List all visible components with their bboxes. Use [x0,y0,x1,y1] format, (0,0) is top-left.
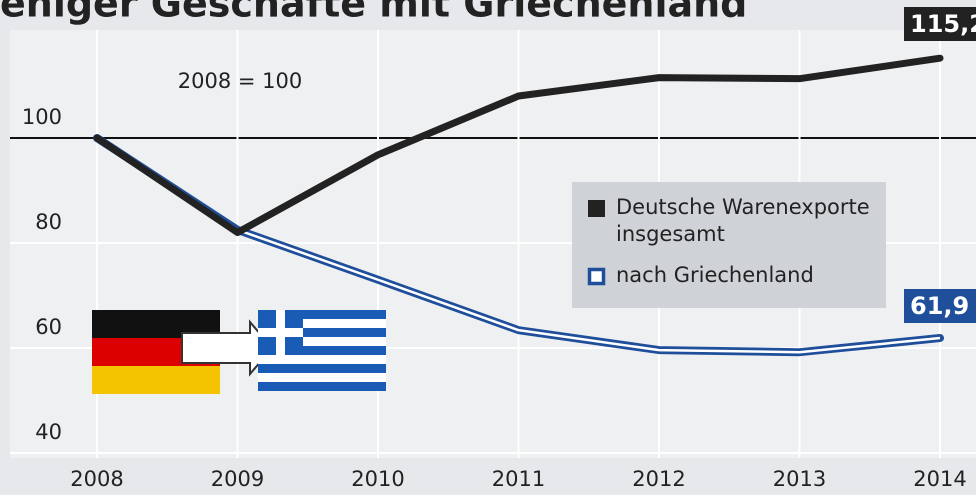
flag-gr-stripe [258,328,386,337]
flag-gr-stripe [258,319,386,328]
flag-gr-cross-v [276,310,285,355]
y-tick-label: 100 [22,105,62,129]
value-label: 115,2 [910,10,976,38]
value-label-box [904,289,976,323]
flag-gr-stripe [258,373,386,382]
chart-title: eniger Geschäfte mit Griechenland [0,0,747,26]
flag-gr-stripe [258,346,386,355]
flag-gr [258,310,386,391]
flag-gr-stripe [258,382,386,391]
flags [92,310,386,394]
x-tick-label: 2014 [913,467,966,491]
legend-label: Deutsche Warenexporte insgesamt [616,195,870,246]
flag-de-gold [92,366,220,394]
legend-box [572,182,886,308]
value-label: 61,9 [910,292,969,320]
x-tick-label: 2012 [632,467,685,491]
x-tick-label: 2010 [351,467,404,491]
x-tick-label: 2008 [70,467,123,491]
series-line [93,54,944,236]
x-tick-label: 2011 [492,467,545,491]
flag-gr-stripe [258,337,386,346]
legend-swatch [588,200,605,217]
value-label-box [904,7,976,41]
flag-gr-stripe [258,355,386,364]
y-tick-label: 60 [35,315,62,339]
legend-label: nach Griechenland [616,263,814,287]
x-tick-label: 2009 [211,467,264,491]
flag-gr-stripe [258,310,386,319]
y-tick-label: 40 [35,420,62,444]
x-tick-label: 2013 [773,467,826,491]
flag-gr-stripe [258,364,386,373]
y-tick-label: 80 [35,210,62,234]
annotation: 2008 = 100 [178,69,302,93]
legend-swatch [587,267,606,286]
